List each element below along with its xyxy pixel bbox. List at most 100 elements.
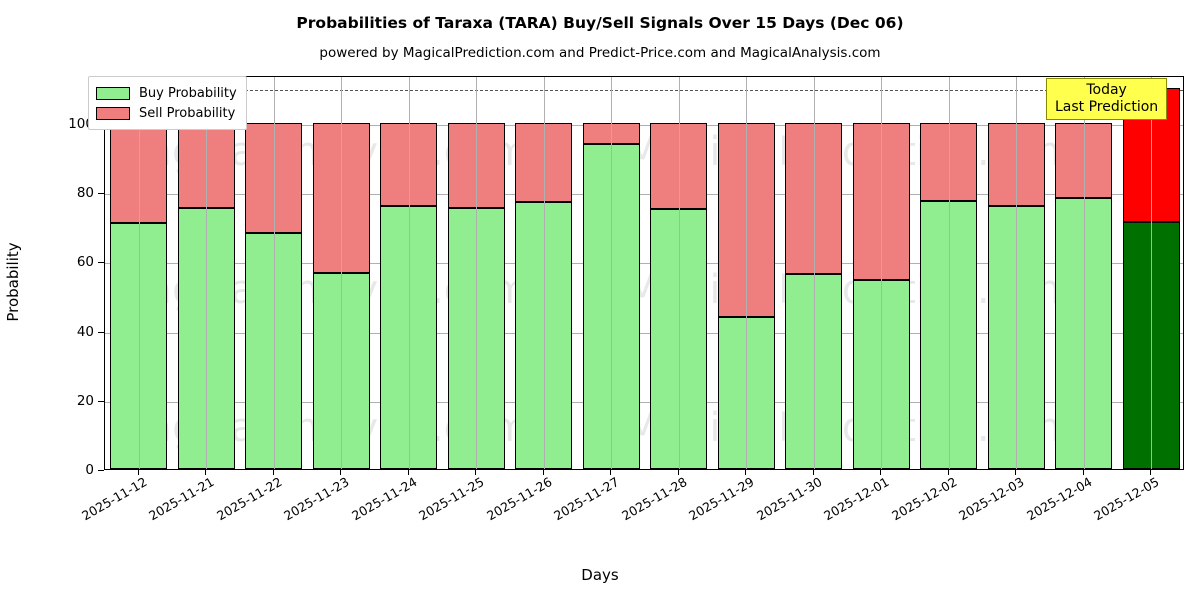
x-tick-mark <box>947 470 949 475</box>
bar-group[interactable] <box>245 77 303 469</box>
y-tick-label: 20 <box>76 392 94 409</box>
gridline-vertical <box>1151 77 1153 469</box>
x-tick-mark <box>272 470 274 475</box>
bar-segment-buy[interactable] <box>312 273 370 469</box>
y-tick-label: 0 <box>85 462 94 478</box>
today-annotation: Today Last Prediction <box>1046 78 1168 121</box>
gridline-vertical <box>341 77 343 469</box>
legend-item[interactable]: Sell Probability <box>96 103 237 123</box>
bar-group[interactable] <box>650 77 708 469</box>
today-annotation-line2: Last Prediction <box>1055 98 1159 115</box>
bar-group[interactable] <box>717 77 775 469</box>
gridline-vertical <box>138 77 140 469</box>
gridline-vertical <box>476 77 478 469</box>
bar-segment-buy[interactable] <box>1055 198 1113 469</box>
x-tick-mark <box>880 470 882 475</box>
legend-label: Sell Probability <box>139 105 236 121</box>
bar-segment-buy[interactable] <box>1122 222 1180 469</box>
plot-area: MagicalAnalysis.comMagicalPrediction.com… <box>104 76 1184 470</box>
gridline-horizontal <box>105 401 1183 403</box>
bar-segment-buy[interactable] <box>717 316 775 469</box>
bar-segment-sell[interactable] <box>515 123 573 202</box>
bar-segment-buy[interactable] <box>852 279 910 469</box>
bar-group[interactable] <box>177 77 235 469</box>
x-tick-mark <box>205 470 207 475</box>
bar-segment-buy[interactable] <box>110 222 168 469</box>
bar-segment-buy[interactable] <box>582 143 640 469</box>
y-tick-mark <box>98 400 104 402</box>
x-tick-mark <box>1015 470 1017 475</box>
gridline-horizontal <box>105 125 1183 126</box>
gridline-horizontal <box>105 332 1183 334</box>
x-tick-mark <box>340 470 342 475</box>
gridline-vertical <box>408 77 410 469</box>
bar-group[interactable] <box>920 77 978 469</box>
x-tick-mark <box>745 470 747 475</box>
gridline-horizontal <box>105 194 1183 196</box>
y-tick-label: 100 <box>68 116 94 132</box>
gridline-vertical <box>543 77 545 469</box>
gridline-vertical <box>678 77 680 469</box>
bar-segment-sell[interactable] <box>380 123 438 207</box>
bar-group[interactable] <box>447 77 505 469</box>
bar-segment-sell[interactable] <box>717 123 775 317</box>
bar-group[interactable] <box>852 77 910 469</box>
bar-segment-buy[interactable] <box>515 201 573 469</box>
y-tick-mark <box>98 193 104 195</box>
y-tick-label: 60 <box>76 254 94 271</box>
gridline-vertical <box>206 77 208 469</box>
bar-segment-sell[interactable] <box>785 123 843 274</box>
bar-group[interactable] <box>515 77 573 469</box>
x-tick-mark <box>812 470 814 475</box>
bar-group[interactable] <box>582 77 640 469</box>
bar-segment-sell[interactable] <box>447 123 505 209</box>
bar-segment-sell[interactable] <box>245 123 303 233</box>
bar-segment-buy[interactable] <box>785 273 843 469</box>
x-tick-mark <box>1150 470 1152 475</box>
bar-segment-sell[interactable] <box>582 123 640 144</box>
gridline-vertical <box>273 77 275 469</box>
gridline-vertical <box>1083 77 1085 469</box>
bar-segment-buy[interactable] <box>920 201 978 469</box>
y-axis-label: Probability <box>4 242 22 322</box>
legend-swatch-icon <box>96 86 130 100</box>
bar-segment-sell[interactable] <box>312 123 370 274</box>
bar-segment-sell[interactable] <box>920 123 978 202</box>
bar-segment-buy[interactable] <box>245 232 303 469</box>
legend-swatch-icon <box>96 106 130 120</box>
bar-group[interactable] <box>785 77 843 469</box>
gridline-vertical <box>746 77 748 469</box>
bar-group[interactable] <box>1055 77 1113 469</box>
x-tick-mark <box>407 470 409 475</box>
bar-segment-sell[interactable] <box>852 123 910 280</box>
bar-segment-sell[interactable] <box>650 123 708 209</box>
x-tick-mark <box>137 470 139 475</box>
x-tick-mark <box>1082 470 1084 475</box>
gridline-vertical <box>813 77 815 469</box>
legend-label: Buy Probability <box>139 85 237 101</box>
bar-segment-buy[interactable] <box>447 208 505 469</box>
bar-segment-buy[interactable] <box>177 208 235 469</box>
bar-segment-sell[interactable] <box>177 123 235 209</box>
today-annotation-line1: Today <box>1086 82 1127 98</box>
y-tick-mark <box>98 331 104 333</box>
bar-segment-buy[interactable] <box>987 206 1045 469</box>
bar-segment-buy[interactable] <box>380 206 438 469</box>
bar-segment-sell[interactable] <box>987 123 1045 207</box>
x-axis-label: Days <box>581 566 619 584</box>
bar-group[interactable] <box>312 77 370 469</box>
bar-group[interactable] <box>987 77 1045 469</box>
bar-segment-buy[interactable] <box>650 208 708 469</box>
bar-segment-sell[interactable] <box>110 123 168 223</box>
bar-segment-sell[interactable] <box>1055 123 1113 199</box>
y-tick-mark <box>98 262 104 264</box>
y-tick-label: 80 <box>76 185 94 202</box>
x-tick-mark <box>677 470 679 475</box>
y-tick-mark <box>98 470 104 471</box>
legend-item[interactable]: Buy Probability <box>96 83 237 103</box>
gridline-vertical <box>948 77 950 469</box>
bar-group[interactable] <box>110 77 168 469</box>
bar-group[interactable] <box>380 77 438 469</box>
y-tick-label: 40 <box>76 323 94 340</box>
